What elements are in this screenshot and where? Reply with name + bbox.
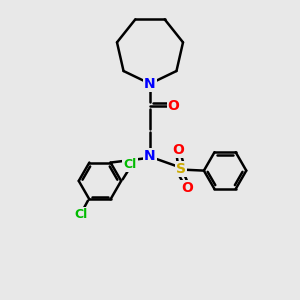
Text: O: O (168, 99, 179, 113)
Text: O: O (172, 143, 184, 157)
Text: S: S (176, 162, 186, 176)
Text: N: N (144, 149, 156, 163)
Text: N: N (144, 77, 156, 91)
Text: O: O (181, 181, 193, 195)
Text: Cl: Cl (74, 208, 88, 221)
Text: Cl: Cl (123, 158, 136, 171)
